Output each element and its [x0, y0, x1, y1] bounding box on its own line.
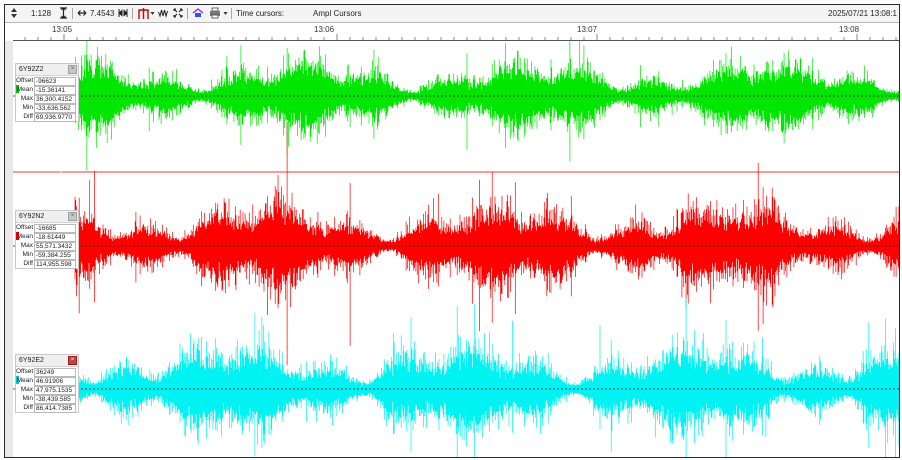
wave-icon[interactable] [158, 7, 169, 20]
min-field: -59,384.255 [34, 251, 76, 260]
print-icon[interactable] [209, 7, 221, 20]
waveform-viewer-window: 1:128 7.4543 [4, 4, 900, 458]
dropdown-icon[interactable] [223, 7, 228, 20]
channel-name[interactable]: 6Y92N2 × [16, 211, 78, 223]
channel-panel-2: 6Y92N2 × Offset -16685 Mean -18.61449 Max 55… [15, 210, 79, 269]
toolbar: 1:128 7.4543 [5, 5, 899, 23]
diff-field: 69,936.9770 [34, 113, 76, 122]
diff-field: 114,955.598 [34, 260, 76, 269]
zoom-horizontal-icon[interactable] [77, 7, 87, 20]
zoom-vertical-icon[interactable] [59, 7, 68, 20]
channel-panel-3: 6Y92E2 × Offset 36249 Mean 46.91906 Max 47,9… [15, 354, 79, 413]
close-icon[interactable]: × [68, 65, 77, 74]
time-tick-label: 13:08 [839, 25, 860, 34]
time-axis: 13:05 13:06 13:07 13:08 [5, 23, 899, 41]
time-axis-ticks [13, 34, 899, 41]
mean-field: -15.36141 [34, 86, 76, 95]
time-span-value: 7.4543 [90, 9, 115, 18]
scroll-updown-icon[interactable] [10, 7, 18, 20]
channel-color-marker [16, 232, 19, 240]
max-field: 36,300.4152 [34, 95, 76, 104]
time-cursors-label[interactable]: Time cursors: [236, 9, 285, 18]
fit-icon[interactable] [173, 7, 183, 20]
max-field: 47,975.1535 [34, 386, 76, 395]
time-tick-label: 13:07 [577, 25, 598, 34]
channel-sidebar [5, 41, 13, 457]
time-tick-label: 13:05 [52, 25, 73, 34]
dropdown-icon[interactable] [150, 7, 155, 20]
diff-field: 86,414.7385 [34, 404, 76, 413]
pick-icon[interactable] [138, 7, 149, 20]
offset-field[interactable]: -96623 [34, 77, 76, 86]
color-icon[interactable] [192, 7, 204, 20]
channel-panel-1: 6Y92Z2 × Offset -96623 Mean -15.36141 Max 36… [15, 63, 79, 122]
close-icon[interactable]: × [68, 356, 77, 365]
channel-name[interactable]: 6Y92E2 × [16, 355, 78, 367]
time-tick-label: 13:06 [314, 25, 335, 34]
waveform-plot-area[interactable]: 6Y92Z2 × Offset -96623 Mean -15.36141 Max 36… [13, 41, 899, 457]
mean-field: -18.61449 [34, 233, 76, 242]
channel-name[interactable]: 6Y92Z2 × [16, 64, 78, 76]
min-field: -38,439.585 [34, 395, 76, 404]
zoom-fit-horizontal-icon[interactable] [118, 7, 128, 20]
ampl-cursors-label[interactable]: Ampl Cursors [313, 9, 362, 18]
max-field: 55,571.3432 [34, 242, 76, 251]
zoom-ratio-value: 1:128 [31, 9, 52, 18]
min-field: -33,636.562 [34, 104, 76, 113]
offset-field[interactable]: -16685 [34, 224, 76, 233]
channel-color-marker [16, 376, 19, 384]
channel-color-marker [16, 85, 19, 93]
close-icon[interactable]: × [68, 212, 77, 221]
date-time-readout: 2025/07/21 13:08:1 [828, 9, 897, 18]
mean-field: 46.91906 [34, 377, 76, 386]
waveform-canvas[interactable] [13, 41, 899, 457]
offset-field[interactable]: 36249 [34, 368, 76, 377]
